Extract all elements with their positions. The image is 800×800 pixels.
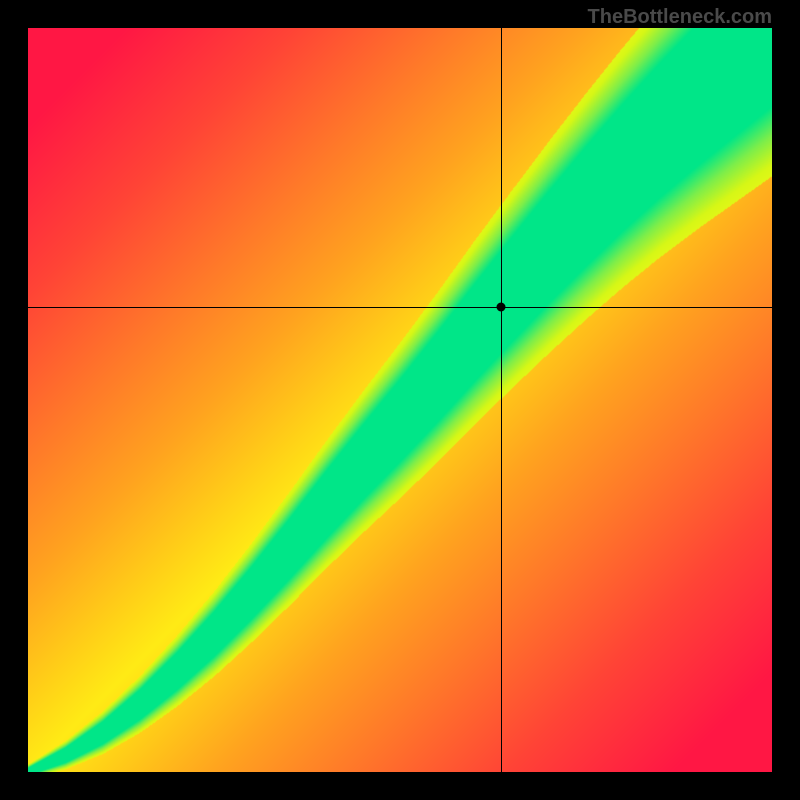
watermark-text: TheBottleneck.com <box>588 6 772 29</box>
crosshair-vertical <box>501 28 502 772</box>
heatmap-canvas <box>28 28 772 772</box>
heatmap-plot <box>28 28 772 772</box>
crosshair-horizontal <box>28 307 772 308</box>
intersection-marker <box>497 303 506 312</box>
